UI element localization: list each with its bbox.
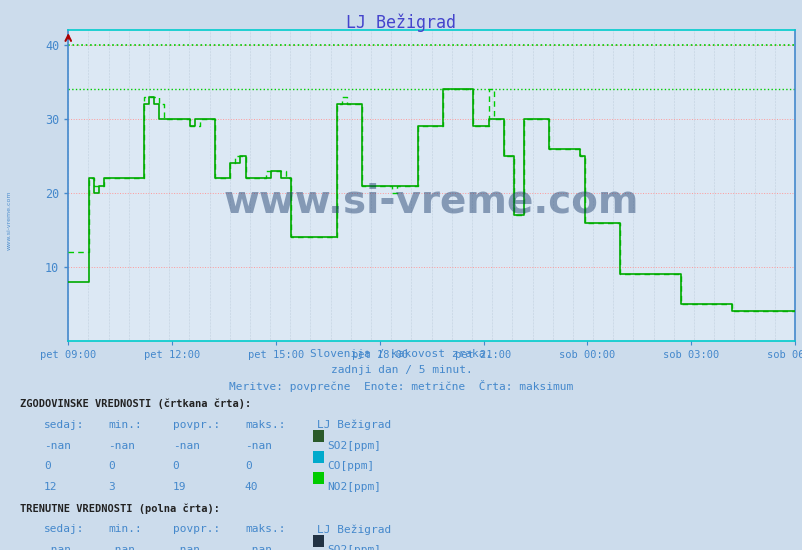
Text: 0: 0 (245, 461, 251, 471)
Text: -nan: -nan (245, 441, 272, 450)
Text: -nan: -nan (172, 441, 200, 450)
Text: povpr.:: povpr.: (172, 524, 220, 534)
Text: NO2[ppm]: NO2[ppm] (326, 482, 380, 492)
Text: TRENUTNE VREDNOSTI (polna črta):: TRENUTNE VREDNOSTI (polna črta): (20, 503, 220, 514)
Text: min.:: min.: (108, 420, 142, 430)
Text: CO[ppm]: CO[ppm] (326, 461, 374, 471)
Text: maks.:: maks.: (245, 524, 285, 534)
Text: -nan: -nan (108, 441, 136, 450)
Text: SO2[ppm]: SO2[ppm] (326, 545, 380, 550)
Text: -nan: -nan (108, 545, 136, 550)
Text: Meritve: povprečne  Enote: metrične  Črta: maksimum: Meritve: povprečne Enote: metrične Črta:… (229, 380, 573, 392)
Text: LJ Bežigrad: LJ Bežigrad (346, 14, 456, 32)
Text: LJ Bežigrad: LJ Bežigrad (317, 524, 391, 535)
Text: min.:: min.: (108, 524, 142, 534)
Text: -nan: -nan (44, 441, 71, 450)
Text: 0: 0 (108, 461, 115, 471)
Text: 0: 0 (172, 461, 179, 471)
Text: LJ Bežigrad: LJ Bežigrad (317, 420, 391, 430)
Text: 3: 3 (108, 482, 115, 492)
Text: SO2[ppm]: SO2[ppm] (326, 441, 380, 450)
Text: ZGODOVINSKE VREDNOSTI (črtkana črta):: ZGODOVINSKE VREDNOSTI (črtkana črta): (20, 399, 251, 409)
Text: 12: 12 (44, 482, 58, 492)
Text: 40: 40 (245, 482, 258, 492)
Text: maks.:: maks.: (245, 420, 285, 430)
Text: -nan: -nan (44, 545, 71, 550)
Text: 0: 0 (44, 461, 51, 471)
Text: -nan: -nan (245, 545, 272, 550)
Text: 19: 19 (172, 482, 186, 492)
Text: povpr.:: povpr.: (172, 420, 220, 430)
Text: zadnji dan / 5 minut.: zadnji dan / 5 minut. (330, 365, 472, 375)
Text: www.si-vreme.com: www.si-vreme.com (7, 190, 12, 250)
Text: sedaj:: sedaj: (44, 524, 84, 534)
Text: sedaj:: sedaj: (44, 420, 84, 430)
Text: -nan: -nan (172, 545, 200, 550)
Text: Slovenija / kakovost zraka.: Slovenija / kakovost zraka. (310, 349, 492, 359)
Text: www.si-vreme.com: www.si-vreme.com (224, 182, 638, 220)
